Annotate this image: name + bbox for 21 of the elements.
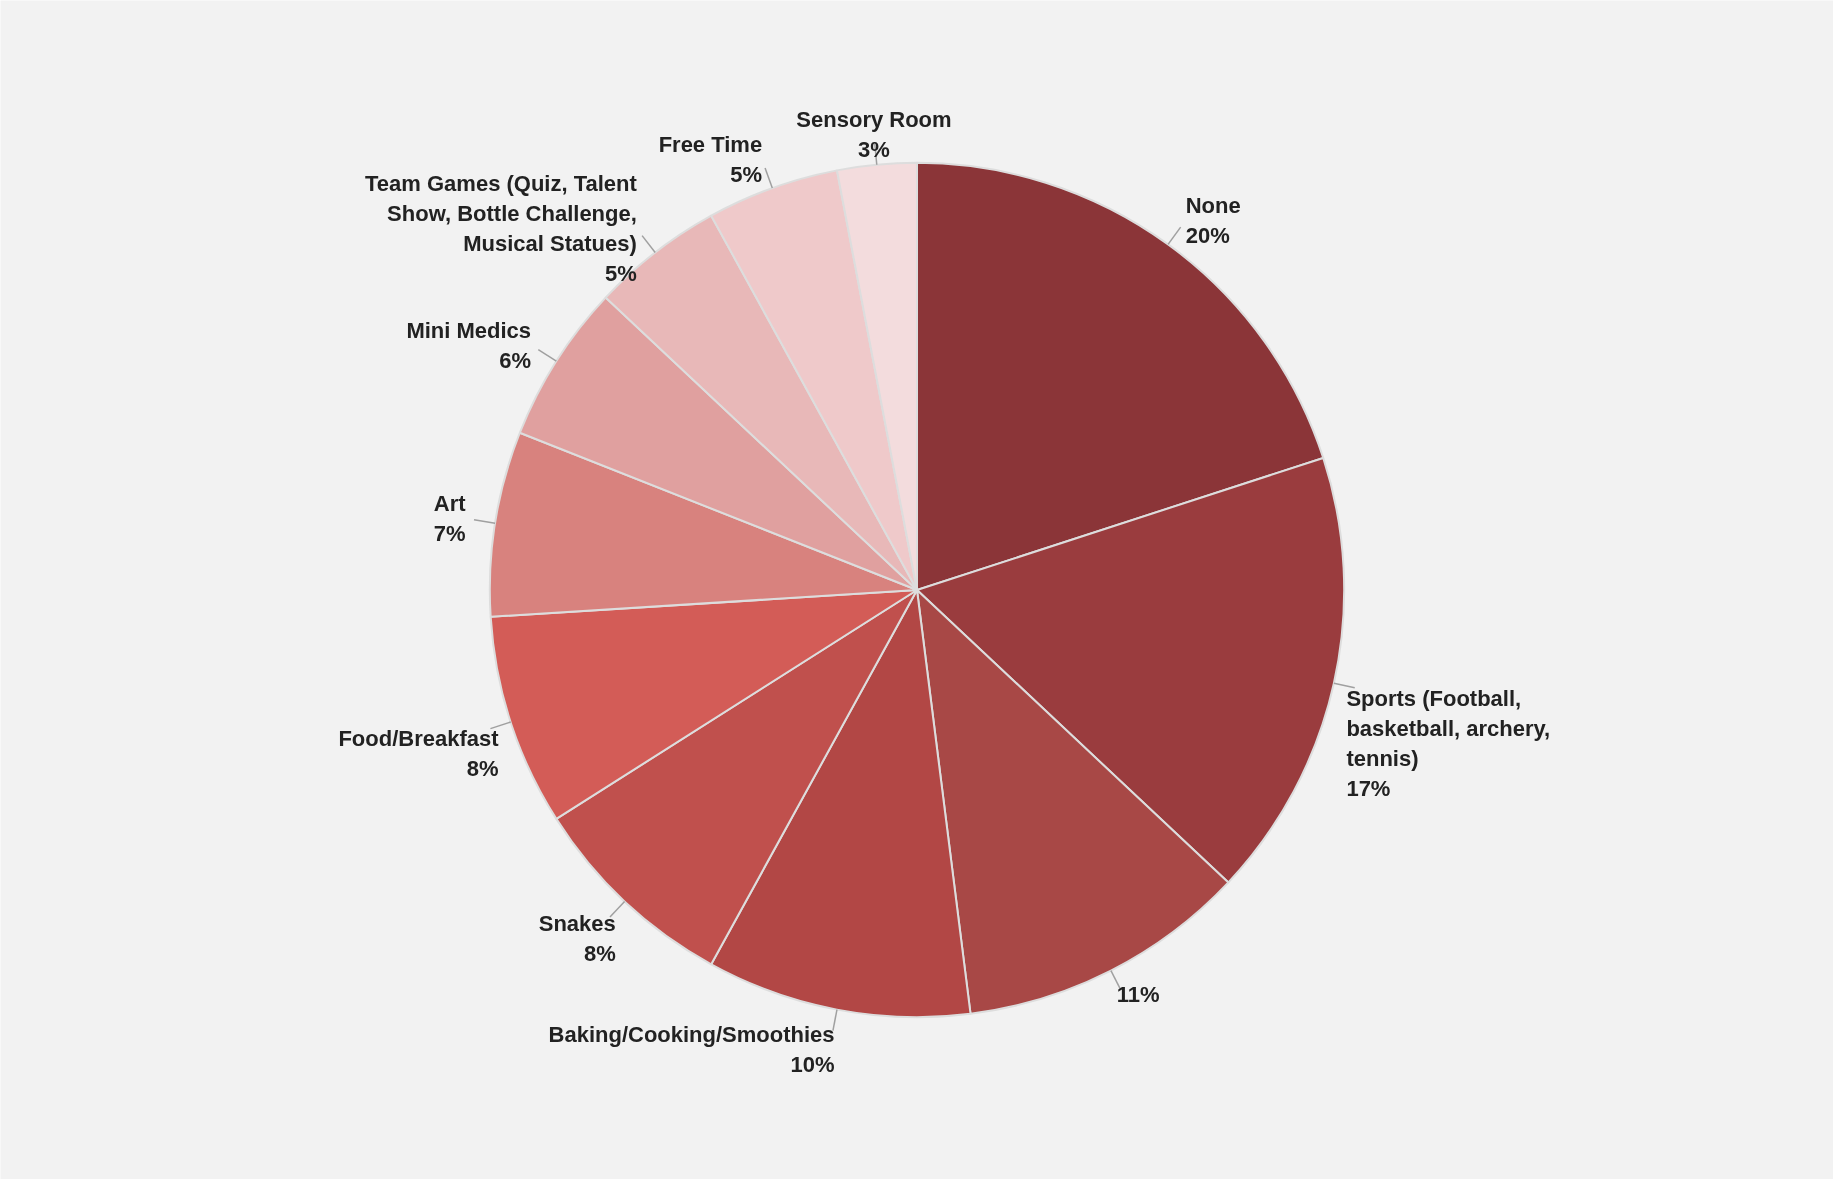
slice-label: None	[1185, 192, 1241, 218]
slice-label: Free Time	[658, 132, 763, 158]
slice-label: Baking/Cooking/Smoothies	[548, 1022, 835, 1048]
slice-label: Team Games (Quiz, Talent Show, Bottle Challenge, Musical Statues)	[365, 171, 638, 257]
data-label: 17%	[1346, 775, 1391, 801]
data-label: 3%	[858, 137, 890, 163]
data-label: 8%	[584, 940, 616, 966]
data-label: 20%	[1185, 222, 1230, 248]
slice-label: Food/Breakfast	[338, 725, 500, 751]
data-label: 10%	[790, 1052, 835, 1078]
data-label: 5%	[605, 261, 637, 287]
slice-label: Sports (Football, basketball, archery, tennis)	[1346, 685, 1551, 771]
data-label: 11%	[1116, 982, 1160, 1008]
data-label: 8%	[466, 755, 499, 781]
slice-label: Sensory Room	[796, 107, 952, 133]
data-label: 5%	[730, 162, 763, 188]
slice-label: Art	[433, 491, 467, 516]
slice-label: Snakes	[538, 910, 616, 936]
data-label: 6%	[499, 347, 532, 373]
data-label: 7%	[433, 521, 466, 546]
slice-label: Mini Medics	[406, 317, 532, 343]
